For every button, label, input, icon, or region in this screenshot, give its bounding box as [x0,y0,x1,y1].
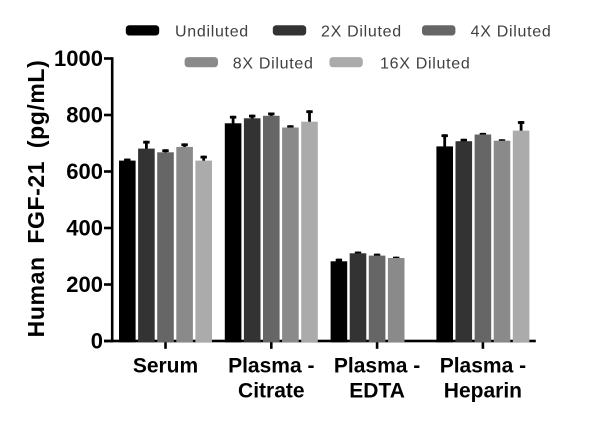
svg-text:EDTA: EDTA [349,380,405,403]
svg-text:Plasma -: Plasma - [334,355,420,378]
svg-text:0: 0 [91,329,103,354]
svg-text:Plasma -: Plasma - [440,355,526,378]
svg-text:2X Diluted: 2X Diluted [321,24,402,41]
svg-text:200: 200 [66,272,103,297]
svg-text:1000: 1000 [54,46,103,71]
svg-text:Undiluted: Undiluted [175,24,249,41]
svg-text:800: 800 [66,103,103,128]
svg-text:8X Diluted: 8X Diluted [233,55,314,72]
svg-text:400: 400 [66,216,103,241]
svg-text:Plasma -: Plasma - [228,355,314,378]
svg-text:Heparin: Heparin [444,380,522,403]
svg-text:Serum: Serum [133,355,198,378]
svg-text:16X Diluted: 16X Diluted [380,55,470,72]
svg-text:4X Diluted: 4X Diluted [471,24,552,41]
svg-text:Citrate: Citrate [238,380,305,403]
svg-text:Human FGF-21 (pg/mL): Human FGF-21 (pg/mL) [23,60,49,338]
svg-text:600: 600 [66,159,103,184]
